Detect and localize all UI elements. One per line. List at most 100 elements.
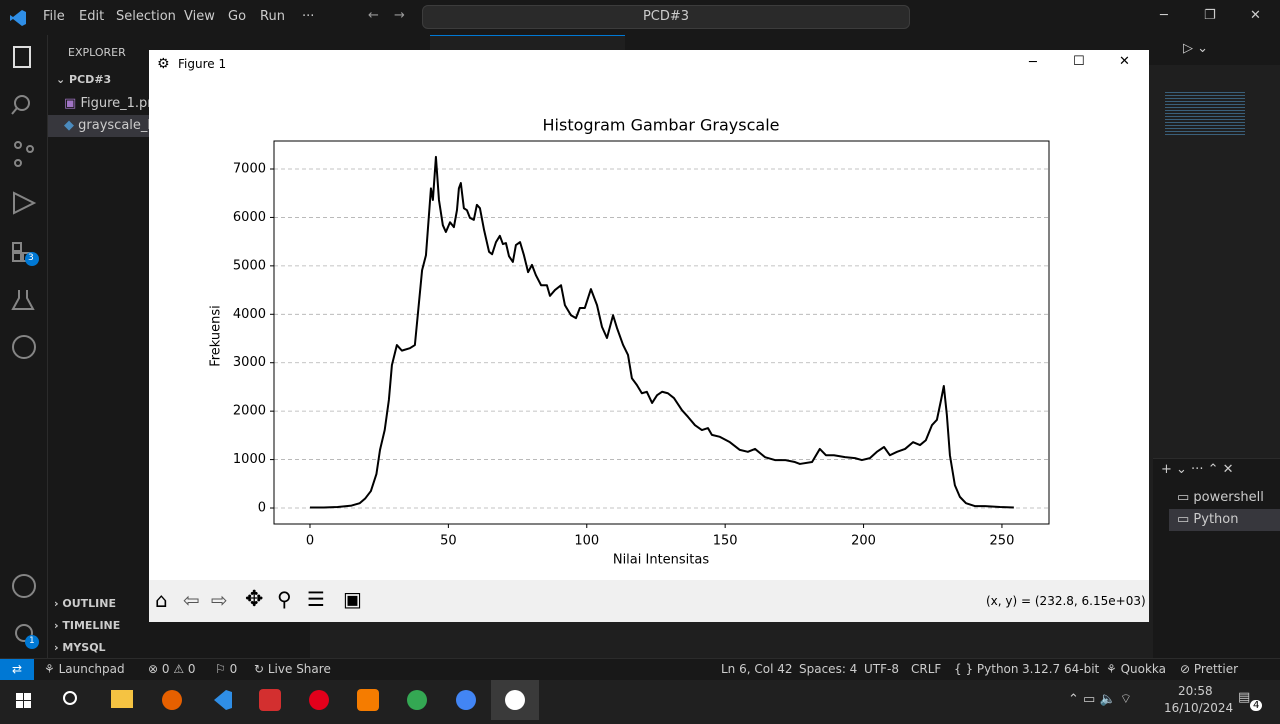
status-text[interactable]: CRLF bbox=[911, 662, 942, 676]
menu-item[interactable]: Selection bbox=[116, 9, 176, 24]
terminal-panel: + ⌄ ··· ⌃ ✕ ▭ powershell ▭ Python bbox=[1153, 458, 1280, 658]
file[interactable]: ▣ Figure_1.pn bbox=[64, 96, 156, 111]
remote[interactable]: ⇄ bbox=[0, 659, 34, 681]
menu-item[interactable]: View bbox=[184, 9, 215, 24]
y-tick-label: 2000 bbox=[233, 404, 266, 419]
status-text: Prettier bbox=[1193, 662, 1239, 676]
folder-name: PCD#3 bbox=[69, 73, 112, 86]
clock-date: 16/10/2024 bbox=[1164, 701, 1234, 715]
terminal-name: Python bbox=[1193, 512, 1239, 527]
x-tick-label: 200 bbox=[851, 534, 876, 549]
vscode-logo bbox=[10, 10, 26, 26]
minimize[interactable]: ─ bbox=[1029, 55, 1037, 70]
menu-item[interactable]: File bbox=[43, 9, 65, 24]
tool-back[interactable]: ⇦ bbox=[183, 588, 200, 612]
section-title: MYSQL bbox=[62, 641, 106, 654]
run-button[interactable]: ▷ ⌄ bbox=[1183, 41, 1209, 56]
figure-window: ⚙ Figure 1 ─ ☐ ✕ Histogram Gambar Graysc… bbox=[149, 50, 1149, 622]
maximize[interactable]: ☐ bbox=[1073, 54, 1085, 69]
tool-forward[interactable]: ⇨ bbox=[211, 588, 228, 612]
notif-badge: 4 bbox=[1250, 700, 1263, 711]
y-tick-label: 7000 bbox=[233, 161, 266, 176]
status-item[interactable]: ↻ Live Share bbox=[254, 662, 331, 676]
section[interactable]: › TIMELINE bbox=[54, 619, 121, 632]
status-item[interactable]: ⊗ 0 ⚠ 0 bbox=[148, 662, 196, 676]
terminal-actions[interactable]: + ⌄ ··· ⌃ ✕ bbox=[1161, 462, 1234, 477]
status-text: Python bbox=[976, 662, 1019, 676]
tool-config[interactable]: ☰ bbox=[307, 587, 325, 611]
folder[interactable]: ⌄ PCD#3 bbox=[56, 73, 112, 86]
command-center[interactable]: PCD#3 bbox=[422, 5, 910, 29]
status-text[interactable]: Spaces: 4 bbox=[799, 662, 858, 676]
file-name: grayscale_h bbox=[78, 118, 156, 133]
taskbar: ⌃ ▭ 🔈 ⌔ 20:58 16/10/2024 ▤ 4 bbox=[0, 680, 1280, 720]
tool-zoom[interactable]: ⚲ bbox=[277, 587, 292, 611]
activity-bar: 3 1 bbox=[0, 35, 48, 658]
status-text: Quokka bbox=[1120, 662, 1167, 676]
terminal-name: powershell bbox=[1193, 490, 1264, 505]
status-text: 0 bbox=[187, 662, 196, 676]
badge: 3 bbox=[28, 253, 34, 263]
cursor-coords: (x, y) = (232.8, 6.15e+03) bbox=[986, 594, 1146, 608]
x-tick-label: 50 bbox=[440, 534, 457, 549]
status-text[interactable]: 3.12.7 64-bit bbox=[1022, 662, 1100, 676]
status-text: 0 bbox=[161, 662, 170, 676]
x-axis-label: Nilai Intensitas bbox=[613, 553, 710, 568]
x-tick-label: 0 bbox=[306, 534, 314, 549]
figure: Histogram Gambar Grayscale Nilai Intensi… bbox=[209, 116, 1050, 568]
window-icon: ⚙ bbox=[157, 56, 170, 72]
clock-time: 20:58 bbox=[1178, 684, 1213, 698]
tool-pan[interactable]: ✥ bbox=[245, 587, 264, 612]
status-text[interactable]: UTF-8 bbox=[864, 662, 899, 676]
status-item[interactable]: ⚘ Launchpad bbox=[44, 662, 125, 676]
y-axis-label: Frekuensi bbox=[209, 305, 224, 367]
section[interactable]: › OUTLINE bbox=[54, 597, 116, 610]
histogram-line bbox=[309, 155, 1014, 509]
y-tick-label: 1000 bbox=[233, 452, 266, 467]
x-tick-label: 250 bbox=[990, 534, 1015, 549]
minimize[interactable]: ─ bbox=[1160, 8, 1168, 23]
status-item[interactable]: ⚐ 0 bbox=[215, 662, 238, 676]
restore[interactable]: ❐ bbox=[1204, 8, 1216, 23]
window-title: Figure 1 bbox=[178, 57, 227, 71]
status-text: Live Share bbox=[267, 662, 331, 676]
nav-forward[interactable]: → bbox=[394, 8, 405, 23]
menu-item[interactable]: Run bbox=[260, 9, 285, 24]
y-tick-label: 4000 bbox=[233, 307, 266, 322]
terminal-selected[interactable]: ▭ Python bbox=[1169, 509, 1280, 531]
status-item[interactable]: ⊘ Prettier bbox=[1180, 662, 1239, 676]
search-text: PCD#3 bbox=[642, 9, 690, 24]
menu-item[interactable]: Edit bbox=[79, 9, 105, 24]
y-tick-label: 0 bbox=[258, 501, 266, 516]
tool-save[interactable]: ▣ bbox=[343, 587, 362, 611]
terminal-item[interactable]: ▭ powershell bbox=[1177, 490, 1264, 505]
file-name: Figure_1.pn bbox=[80, 96, 156, 111]
status-text: 0 bbox=[229, 662, 238, 676]
section-title: OUTLINE bbox=[62, 597, 116, 610]
y-tick-label: 6000 bbox=[233, 210, 266, 225]
nav-back[interactable]: ← bbox=[368, 8, 379, 23]
plot-frame bbox=[273, 140, 1050, 525]
menu-item[interactable]: Go bbox=[228, 9, 247, 24]
status-text: Launchpad bbox=[58, 662, 125, 676]
tool-home[interactable]: ⌂ bbox=[155, 588, 168, 612]
x-tick-label: 150 bbox=[713, 534, 738, 549]
badge: 1 bbox=[29, 636, 35, 646]
tray-icons[interactable]: ⌃ ▭ 🔈 ⌔ bbox=[1068, 692, 1132, 707]
close[interactable]: ✕ bbox=[1250, 8, 1261, 23]
close[interactable]: ✕ bbox=[1119, 54, 1130, 69]
status-text[interactable]: Ln 6, Col 42 bbox=[721, 662, 793, 676]
menu-item[interactable]: ··· bbox=[302, 9, 315, 24]
taskbar-icons bbox=[16, 680, 539, 720]
status-item[interactable]: { } Python bbox=[954, 662, 1019, 676]
status-item[interactable]: ⚘ Quokka bbox=[1106, 662, 1167, 676]
notifications[interactable]: ▤ bbox=[1238, 690, 1251, 705]
toolbar: ⌂ ⇦ ⇨ ✥ ⚲ ☰ ▣ (x, y) = (232.8, 6.15e+03) bbox=[149, 580, 1149, 622]
section[interactable]: › MYSQL bbox=[54, 641, 106, 654]
y-tick-label: 3000 bbox=[233, 355, 266, 370]
minimap-code bbox=[1165, 92, 1245, 137]
y-tick-label: 5000 bbox=[233, 258, 266, 273]
x-tick-label: 100 bbox=[574, 534, 599, 549]
minimap bbox=[1153, 65, 1280, 460]
